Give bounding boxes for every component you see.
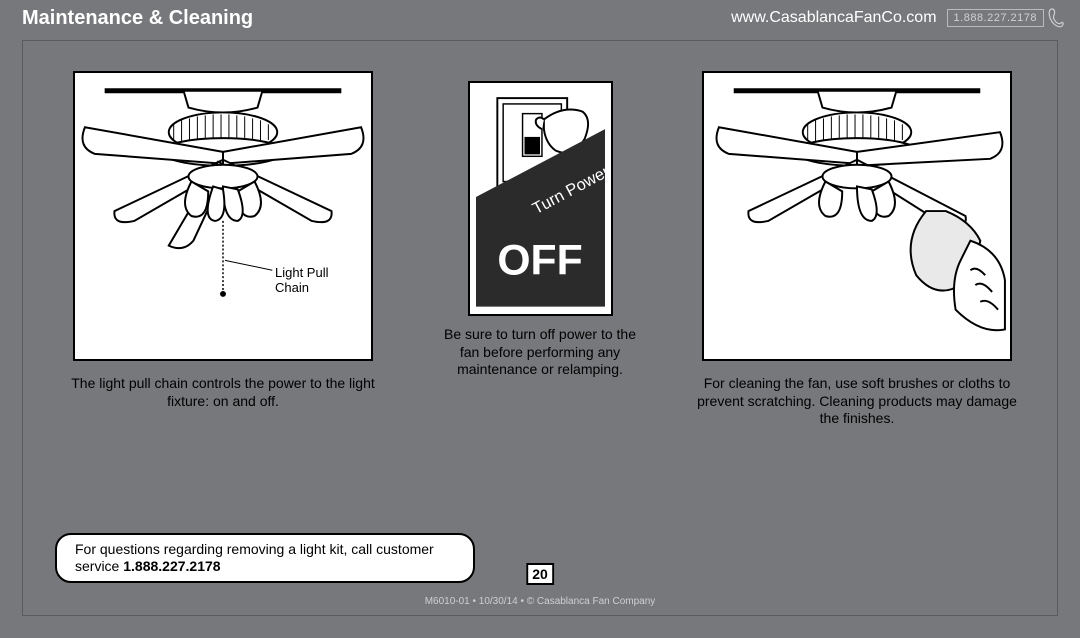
fan-pullchain-svg [75,73,371,359]
phone-icon [1048,8,1064,28]
illustration-fan-cleaning [702,71,1012,361]
badge-big-text: OFF [497,237,582,285]
content-area: Light Pull Chain The light pull chain co… [23,41,1057,615]
illustration-fan-pullchain: Light Pull Chain [73,71,373,361]
power-off-svg: Turn Power OFF [476,87,605,310]
fan-cleaning-svg [704,73,1010,359]
pull-chain-label-line1: Light Pull [275,265,328,280]
pull-chain-label: Light Pull Chain [275,266,328,296]
caption-mid: Be sure to turn off power to the fan bef… [440,326,640,379]
phone-number-box: 1.888.227.2178 [947,9,1044,27]
company-url: www.CasablancaFanCo.com [731,9,936,27]
caption-left: The light pull chain controls the power … [53,375,393,410]
illustration-power-off: Turn Power OFF [468,81,613,316]
footer-meta: M6010-01 • 10/30/14 • © Casablanca Fan C… [425,596,656,607]
panel-turn-power-off: Turn Power OFF Be sure to turn off power… [440,81,640,379]
panel-cleaning: For cleaning the fan, use soft brushes o… [687,71,1027,428]
manual-page: Maintenance & Cleaning www.CasablancaFan… [0,0,1080,638]
note-phone: 1.888.227.2178 [123,558,220,574]
panel-light-pull-chain: Light Pull Chain The light pull chain co… [53,71,393,410]
customer-service-note: For questions regarding removing a light… [55,533,475,583]
page-header: Maintenance & Cleaning www.CasablancaFan… [0,0,1080,36]
panel-row: Light Pull Chain The light pull chain co… [53,71,1027,428]
pull-chain-label-line2: Chain [275,280,309,295]
page-number: 20 [526,563,554,585]
page-title: Maintenance & Cleaning [22,7,731,30]
content-frame: Light Pull Chain The light pull chain co… [22,40,1058,616]
caption-right: For cleaning the fan, use soft brushes o… [687,375,1027,428]
